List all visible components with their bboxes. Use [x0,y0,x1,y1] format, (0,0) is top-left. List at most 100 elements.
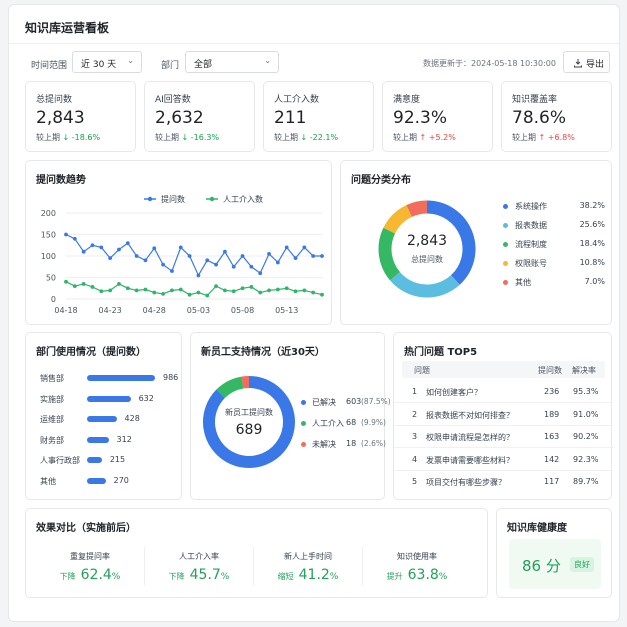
row-rate: 92.3% [573,454,599,464]
y-tick-label: 200 [41,209,56,218]
legend-value: 68 [346,418,357,427]
top5-card: 热门问题 TOP5 问题 提问数 解决率 1 如何创建客户？ 236 95.3% 2 报表数据不… [393,332,613,500]
data-point [302,288,307,293]
dept-bar [87,375,155,381]
kpi-delta: +5.2% [428,133,456,142]
dept-bar [87,416,117,422]
data-point [258,290,263,295]
dept-bar [87,477,106,484]
donut-slice [241,376,250,389]
data-point [205,293,210,298]
trend-chart: 0 50 100 150 200 04-18 04-23 04-28 05-03 05-08 05-… [41,194,324,315]
newbie-donut-chart [203,376,295,468]
row-rank: 5 [412,477,418,486]
effect-label: 知识使用率 [397,552,437,561]
data-point [222,288,227,293]
legend-dot [503,223,508,228]
effect-value-line: 下降 45.7% [149,567,249,583]
effect-value-line: 下降 62.4% [40,567,140,583]
donut-total-label: 总提问数 [411,255,443,264]
dept-value: 312 [116,434,132,444]
kpi-compare: 较上期 ↓ -18.6% [36,132,100,143]
donut-slice [383,205,413,234]
x-tick-label: 04-18 [54,306,77,315]
time-range-label: 时间范围 [31,61,68,71]
compare-label: 较上期 [36,133,60,142]
data-point [117,247,121,252]
download-icon [574,59,582,68]
row-rank: 1 [412,387,418,396]
table-row[interactable]: 4 发票申请需要哪些材料？ 142 92.3% [394,451,613,471]
effect-label: 新人上手时间 [284,552,332,561]
effect-direction: 缩短 [277,572,294,581]
legend-item: 权限账号 10.8% [503,258,605,270]
x-tick-label: 05-13 [275,306,298,315]
dept-label: 运维部 [40,415,64,424]
time-range-select[interactable]: 近 30 天 ⌄ [72,51,142,73]
row-count: 189 [544,409,560,419]
dept-select[interactable]: 全部 ⌄ [185,51,279,73]
data-point [170,269,174,273]
table-header [402,361,605,378]
dept-label: 其他 [40,476,56,486]
data-point [178,287,183,292]
data-point [134,288,139,293]
legend-dot [503,242,508,247]
kpi-label: AI回答数 [155,95,191,105]
data-point [143,258,148,263]
health-card: 知识库健康度 86 分 良好 [496,508,612,598]
data-point [293,256,298,261]
effect-unit: % [111,572,121,582]
row-rate: 91.0% [573,409,599,419]
dept-value: 428 [124,414,140,423]
legend-dot [503,261,508,266]
data-point [143,287,148,292]
kpi-delta: -18.6% [71,133,101,142]
legend-value: 7.0% [584,277,605,286]
y-tick-label: 150 [41,231,56,240]
arrow-up-icon: ↑ [538,133,546,142]
data-point [161,262,166,267]
data-point [214,262,218,267]
dept-value: 270 [113,475,129,485]
data-point [187,254,192,258]
dept-bar [87,395,131,402]
data-point [249,264,254,269]
legend-label: 其他 [515,278,531,287]
table-row[interactable]: 3 权限申请流程是怎样的？ 163 90.2% [394,428,613,448]
data-point [284,245,289,250]
data-point [293,289,298,294]
table-row[interactable]: 2 报表数据不对如何排查？ 189 91.0% [394,406,613,426]
data-point [258,271,263,276]
legend-item: 系统操作 38.2% [503,201,605,213]
card-title: 热门问题 TOP5 [404,347,478,358]
row-rank: 4 [412,454,418,464]
data-point [72,236,77,241]
card-title: 效果对比（实施前后） [36,523,136,534]
series-line [65,233,322,277]
data-point [275,287,280,292]
data-point [178,245,183,250]
x-tick-label: 04-28 [143,306,166,315]
effect-direction: 提升 [386,572,403,581]
table-row[interactable]: 1 如何创建客户？ 236 95.3% [394,383,613,403]
row-question: 报表数据不对如何排查？ [426,410,514,420]
data-point [311,290,316,295]
legend-value: 603 [346,397,362,406]
effect-metric: 重复提问率 下降 62.4% [40,541,140,589]
data-point [81,282,86,286]
legend-label: 流程制度 [515,240,547,249]
dept-value: 632 [138,393,154,403]
legend-item: 报表数据 25.6% [503,220,605,232]
kpi-card-ai-answers: AI回答数 2,632 较上期 ↓ -16.3% [144,81,255,152]
table-header-cell: 解决率 [572,366,596,375]
export-button[interactable]: 导出 [563,51,610,73]
health-score: 86 分 [522,557,561,575]
effect-card: 效果对比（实施前后） 重复提问率 下降 62.4% 人工介入率 下降 45.7% 新人上手时… [25,508,488,598]
legend-percent: (87.5%) [361,397,391,406]
category-card: 问题分类分布 2,843 总提问数 系统操作 38.2% 报表数据 25.6% 流程制度… [340,160,612,325]
table-row[interactable]: 5 项目交付有哪些步骤？ 117 89.7% [394,473,613,493]
row-rate: 89.7% [573,477,599,486]
arrow-down-icon: ↓ [62,133,70,142]
kpi-value: 211 [274,108,307,128]
